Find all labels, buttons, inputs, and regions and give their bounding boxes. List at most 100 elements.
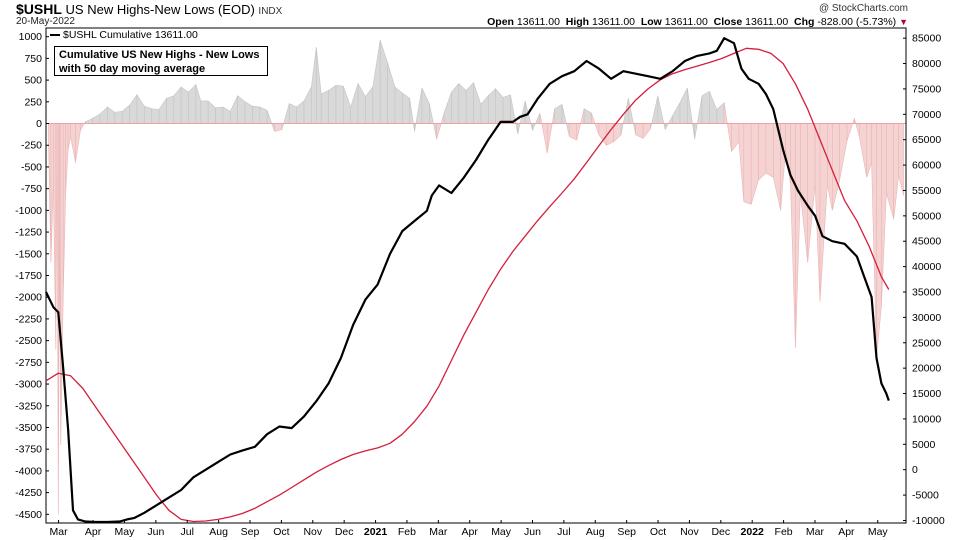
histogram-segment	[854, 118, 860, 137]
histogram-segment	[151, 108, 160, 124]
right-tick-label: 0	[912, 464, 918, 476]
histogram-segment	[229, 95, 238, 124]
ohlc-readout: Open 13611.00 High 13611.00 Low 13611.00…	[487, 16, 908, 28]
right-tick-label: 70000	[912, 109, 941, 121]
histogram-segment	[583, 108, 592, 124]
cumulative-line	[45, 37, 890, 524]
histogram-segment	[687, 87, 695, 140]
histogram-segment	[814, 123, 821, 302]
histogram-segment	[387, 62, 396, 124]
open-value: 13611.00	[516, 16, 560, 28]
chart-date: 20-May-2022	[16, 16, 75, 27]
x-tick-label: 2021	[364, 526, 388, 538]
right-tick-label: 15000	[912, 388, 941, 400]
histogram-segment	[765, 123, 774, 178]
annotation-line-2: with 50 day moving average	[59, 63, 206, 75]
histogram-segment	[701, 90, 710, 124]
right-tick-label: -10000	[912, 515, 945, 527]
histogram-area	[46, 40, 906, 515]
histogram-segment	[532, 112, 541, 131]
histogram-segment	[158, 97, 167, 124]
histogram-segment	[274, 123, 283, 132]
histogram-segment	[758, 123, 767, 181]
left-tick-label: -3250	[15, 400, 42, 412]
histogram-segment	[195, 84, 202, 124]
histogram-segment	[136, 93, 145, 124]
histogram-segment	[480, 94, 489, 124]
right-tick-label: 85000	[912, 33, 941, 45]
histogram-segment	[281, 103, 290, 130]
histogram-segment	[839, 123, 848, 181]
histogram-segment	[50, 123, 54, 263]
histogram-segment	[85, 117, 93, 124]
histogram-segment	[893, 123, 899, 220]
left-tick-label: -750	[21, 183, 42, 195]
left-tick-label: -500	[21, 161, 42, 173]
histogram-segment	[780, 123, 786, 211]
histogram-segment	[252, 105, 261, 124]
histogram-segment	[357, 82, 366, 124]
x-tick-label: May	[868, 526, 889, 538]
histogram-segment	[495, 87, 504, 124]
left-tick-label: -1500	[15, 248, 42, 260]
right-tick-label: 55000	[912, 185, 941, 197]
close-value: 13611.00	[745, 16, 789, 28]
histogram-segment	[750, 123, 759, 205]
histogram-segment	[539, 113, 548, 154]
histogram-segment	[642, 123, 651, 140]
left-tick-label: -1750	[15, 270, 42, 282]
histogram-segment	[244, 101, 253, 124]
x-tick-label: Oct	[650, 526, 666, 538]
right-tick-label: -5000	[912, 490, 939, 502]
histogram-segment	[554, 103, 563, 124]
right-tick-label: 75000	[912, 83, 941, 95]
histogram-segment	[48, 123, 52, 263]
histogram-segment	[394, 86, 403, 124]
annotation-line-1: Cumulative US New Highs - New Lows	[59, 49, 260, 61]
histogram-segment	[215, 106, 224, 124]
histogram-segment	[709, 91, 718, 124]
histogram-segment	[738, 123, 745, 202]
histogram-segment	[635, 123, 644, 139]
right-axis: 8500080000750007000065000600005500050000…	[903, 33, 945, 527]
histogram-segment	[451, 82, 460, 124]
histogram-segment	[67, 123, 71, 150]
open-label: Open	[487, 16, 514, 28]
left-tick-label: -2250	[15, 313, 42, 325]
x-tick-label: 2022	[741, 526, 765, 538]
histogram-segment	[200, 100, 209, 124]
histogram-segment	[657, 95, 666, 130]
x-tick-label: Mar	[50, 526, 69, 538]
left-tick-label: 750	[24, 53, 42, 65]
histogram-segment	[343, 86, 351, 124]
histogram-segment	[60, 123, 64, 445]
histogram-segment	[886, 123, 895, 220]
x-tick-label: Feb	[775, 526, 793, 538]
histogram-segment	[859, 123, 867, 178]
histogram-segment	[800, 123, 809, 263]
histogram-segment	[876, 123, 882, 359]
left-tick-label: -3000	[15, 379, 42, 391]
histogram-segment	[458, 82, 467, 124]
histogram-segment	[75, 123, 81, 163]
histogram-segment	[613, 123, 622, 143]
histogram-segment	[679, 87, 688, 124]
right-tick-label: 25000	[912, 337, 941, 349]
right-tick-label: 80000	[912, 58, 941, 70]
x-axis: Mar Apr May Jun Jul Aug Sep Oct Nov Dec 2021 Feb Mar…	[50, 520, 889, 538]
histogram-segment	[365, 86, 374, 124]
x-tick-label: Feb	[398, 526, 416, 538]
histogram-segment	[502, 94, 511, 124]
low-value: 13611.00	[664, 16, 708, 28]
histogram-segment	[288, 103, 297, 124]
high-label: High	[565, 16, 590, 28]
x-tick-label: Jun	[524, 526, 541, 538]
right-tick-label: 30000	[912, 312, 941, 324]
left-tick-label: -2000	[15, 292, 42, 304]
histogram-segment	[311, 47, 317, 124]
right-tick-label: 5000	[912, 439, 936, 451]
histogram-segment	[92, 113, 101, 124]
histogram-segment	[379, 40, 388, 124]
x-tick-label: Nov	[303, 526, 322, 538]
